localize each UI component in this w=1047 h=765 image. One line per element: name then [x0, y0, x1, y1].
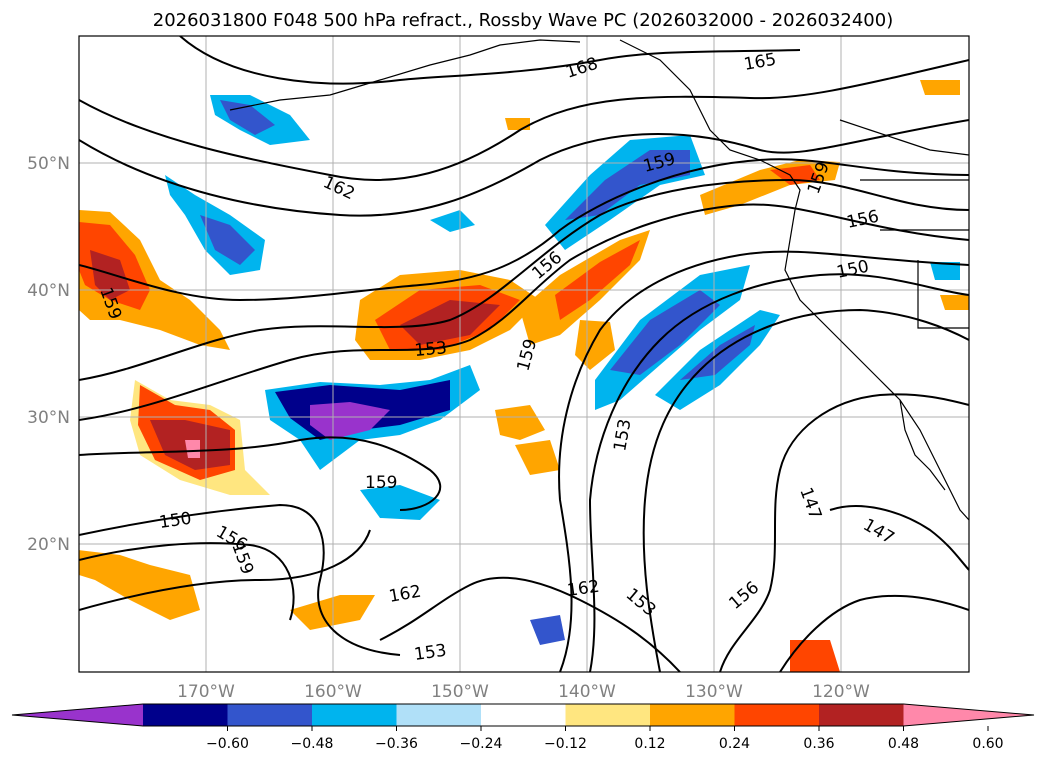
- latitude-labels: 50°N 40°N 30°N 20°N: [27, 154, 70, 555]
- colorbar: −0.60 −0.48 −0.36 −0.24 −0.12 0.12 0.24 0.36 0.4…: [11, 703, 1035, 752]
- lon-label: 120°W: [812, 682, 870, 702]
- lon-label: 150°W: [431, 682, 489, 702]
- lat-label: 50°N: [27, 154, 70, 174]
- colorbar-extend-max: [903, 704, 1034, 726]
- coastlines: [229, 39, 969, 521]
- colorbar-outline: [11, 703, 1035, 727]
- colorbar-bin: [227, 704, 313, 726]
- lat-label: 20°N: [27, 535, 70, 555]
- lon-label: 130°W: [685, 682, 743, 702]
- colorbar-tick-label: 0.36: [803, 736, 834, 752]
- longitude-labels: 170°W 160°W 150°W 140°W 130°W 120°W: [177, 682, 870, 702]
- colorbar-bin: [734, 704, 820, 726]
- map-area: 168 165 162 159 159 159 156 156 150 153 …: [79, 36, 969, 672]
- colorbar-tick-label: 0.60: [972, 736, 1003, 752]
- lat-label: 30°N: [27, 408, 70, 428]
- lon-label: 170°W: [177, 682, 235, 702]
- colorbar-tick-label: −0.48: [291, 736, 334, 752]
- contour-label: 153: [413, 641, 448, 665]
- colorbar-bin: [396, 704, 482, 726]
- colorbar-tick-label: −0.36: [375, 736, 418, 752]
- colorbar-bin: [312, 704, 397, 726]
- lon-label: 140°W: [558, 682, 616, 702]
- contour-label: 159: [365, 473, 397, 493]
- colorbar-tick-label: −0.12: [544, 736, 587, 752]
- colorbar-bin: [565, 704, 651, 726]
- colorbar-tick-label: 0.24: [719, 736, 750, 752]
- lon-label: 160°W: [304, 682, 362, 702]
- contour-label: 162: [566, 577, 601, 601]
- colorbar-extend-min: [12, 704, 143, 726]
- contour-label: 153: [414, 338, 448, 361]
- lat-label: 40°N: [27, 281, 70, 301]
- height-contours: [79, 36, 969, 672]
- contour-label: 150: [158, 509, 193, 533]
- colorbar-bin: [143, 704, 228, 726]
- colorbar-tick-label: 0.12: [634, 736, 665, 752]
- colorbar-bin: [650, 704, 735, 726]
- colorbar-bin: [819, 704, 904, 726]
- map-frame: [78, 35, 970, 673]
- figure-title: 2026031800 F048 500 hPa refract., Rossby…: [153, 10, 894, 31]
- colorbar-tick-label: −0.60: [206, 736, 249, 752]
- colorbar-bin: [481, 704, 566, 726]
- colorbar-tick-label: −0.24: [460, 736, 503, 752]
- colorbar-tick-label: 0.48: [888, 736, 919, 752]
